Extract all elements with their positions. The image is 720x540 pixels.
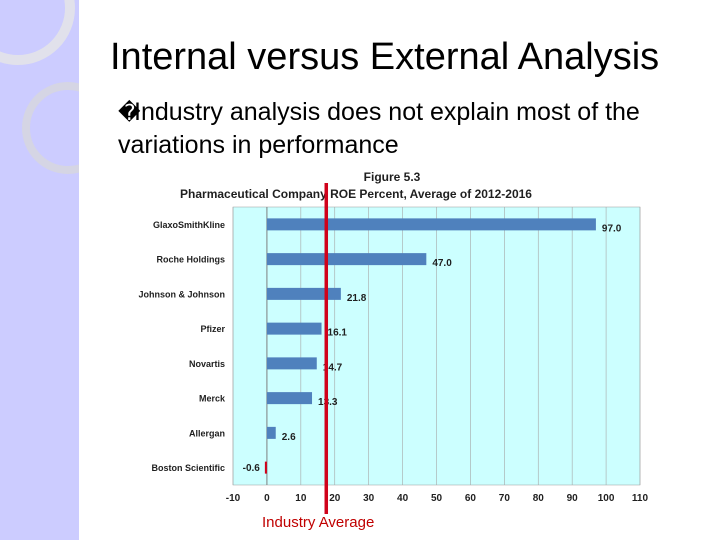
category-label: Allergan [189,428,225,438]
bullet-text-line-2: variations in performance [118,131,399,159]
bar [266,392,313,405]
square-bullet-icon: � [118,100,141,125]
x-tick-label: 10 [295,493,307,504]
bar [264,461,267,474]
category-label: Novartis [189,359,225,369]
category-label: Merck [199,394,226,404]
value-label: 14.7 [323,362,343,373]
bar [266,426,276,439]
category-label: Pfizer [200,324,225,334]
bar [266,287,341,300]
figure-label: Figure 5.3 [364,170,421,184]
category-label: Johnson & Johnson [139,289,226,299]
value-label: 13.3 [318,397,338,408]
chart-title: Pharmaceutical Company ROE Percent, Aver… [180,187,532,201]
roe-bar-chart: Figure 5.3 Pharmaceutical Company ROE Pe… [139,170,649,504]
category-label: GlaxoSmithKline [153,220,225,230]
category-label: Roche Holdings [156,255,225,265]
x-tick-label: 0 [264,493,270,504]
x-tick-label: 70 [499,493,511,504]
x-tick-label: 50 [431,493,443,504]
bar [266,253,427,266]
x-tick-labels: -10 0 10 20 30 40 50 60 70 80 90 100 110 [226,493,649,504]
bullet-text-line-1: Industry analysis does not explain most … [134,98,640,126]
value-label: 97.0 [602,223,622,234]
bar [266,322,322,335]
x-tick-label: 80 [533,493,545,504]
x-tick-label: 100 [598,493,615,504]
sidebar-decoration [0,0,79,540]
x-tick-label: 30 [363,493,375,504]
x-tick-label: -10 [226,493,241,504]
figure: Figure 5.3 Pharmaceutical Company ROE Pe… [130,166,650,512]
category-label: Boston Scientific [151,463,225,473]
bar [266,357,317,370]
decorative-circles [0,0,79,174]
x-tick-label: 90 [567,493,579,504]
value-label: 47.0 [432,258,452,269]
value-label: 2.6 [282,432,296,443]
category-labels: GlaxoSmithKline Roche Holdings Johnson & J… [139,220,226,473]
industry-average-label: Industry Average [262,514,375,531]
x-tick-label: 110 [632,493,649,504]
x-tick-label: 20 [329,493,341,504]
x-tick-label: 60 [465,493,477,504]
bar [266,218,596,231]
bars [264,218,596,474]
value-label: -0.6 [243,463,261,474]
x-tick-label: 40 [397,493,409,504]
value-label: 16.1 [328,328,348,339]
value-label: 21.8 [347,293,367,304]
bullet-item: �Industry analysis does not explain most… [118,96,718,161]
slide-title: Internal versus External Analysis [110,36,660,78]
